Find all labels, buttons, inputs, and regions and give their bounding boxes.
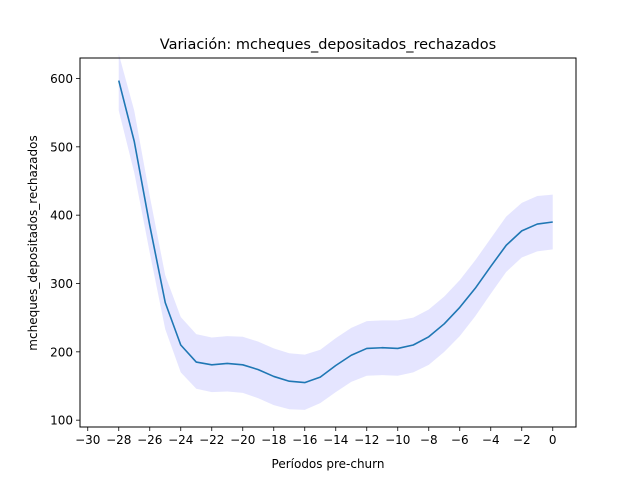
x-tick-label: −30 xyxy=(75,433,100,447)
data-point xyxy=(521,230,523,232)
y-axis-label: mcheques_depositados_rechazados xyxy=(26,135,40,350)
data-point xyxy=(366,347,368,349)
y-tick-label: 100 xyxy=(50,414,73,428)
y-tick-label: 600 xyxy=(50,72,73,86)
confidence-band xyxy=(118,53,553,410)
data-point xyxy=(180,344,182,346)
axes-frame xyxy=(79,57,577,428)
data-point xyxy=(304,381,306,383)
data-point xyxy=(443,323,445,325)
data-point xyxy=(211,364,213,366)
x-tick-label: −16 xyxy=(292,433,317,447)
data-point xyxy=(149,224,151,226)
x-tick-label: −8 xyxy=(420,433,438,447)
x-tick-label: −24 xyxy=(168,433,193,447)
data-point xyxy=(257,368,259,370)
data-point xyxy=(552,221,554,223)
y-tick-label: 400 xyxy=(50,209,73,223)
series-line xyxy=(117,80,553,384)
x-tick-label: −20 xyxy=(230,433,255,447)
data-point xyxy=(490,265,492,267)
x-tick-label: −6 xyxy=(451,433,469,447)
x-tick-label: −14 xyxy=(323,433,348,447)
y-tick-label: 200 xyxy=(50,345,73,359)
x-tick-label: −28 xyxy=(106,433,131,447)
x-tick-label: −2 xyxy=(513,433,531,447)
data-point xyxy=(350,354,352,356)
data-point xyxy=(133,140,135,142)
data-point xyxy=(536,223,538,225)
x-tick-label: −26 xyxy=(137,433,162,447)
data-point xyxy=(505,244,507,246)
x-tick-label: −12 xyxy=(354,433,379,447)
data-point xyxy=(242,364,244,366)
data-point xyxy=(381,347,383,349)
data-point xyxy=(226,362,228,364)
y-tick-label: 300 xyxy=(50,277,73,291)
data-point xyxy=(428,336,430,338)
data-point xyxy=(273,375,275,377)
data-point xyxy=(412,344,414,346)
data-point xyxy=(335,364,337,366)
x-tick-label: 0 xyxy=(549,433,557,447)
x-tick-label: −22 xyxy=(199,433,224,447)
x-tick-label: −4 xyxy=(482,433,500,447)
data-point xyxy=(288,380,290,382)
x-tick-label: −18 xyxy=(261,433,286,447)
data-point xyxy=(319,376,321,378)
x-tick-label: −10 xyxy=(385,433,410,447)
data-point xyxy=(118,79,120,81)
data-point xyxy=(164,301,166,303)
x-axis-label: Períodos pre-churn xyxy=(272,457,385,471)
data-point xyxy=(474,287,476,289)
plot-area xyxy=(117,53,554,410)
data-point xyxy=(397,347,399,349)
y-tick-label: 500 xyxy=(50,140,73,154)
data-point xyxy=(195,361,197,363)
chart-title: Variación: mcheques_depositados_rechazad… xyxy=(160,37,496,53)
data-point xyxy=(459,306,461,308)
